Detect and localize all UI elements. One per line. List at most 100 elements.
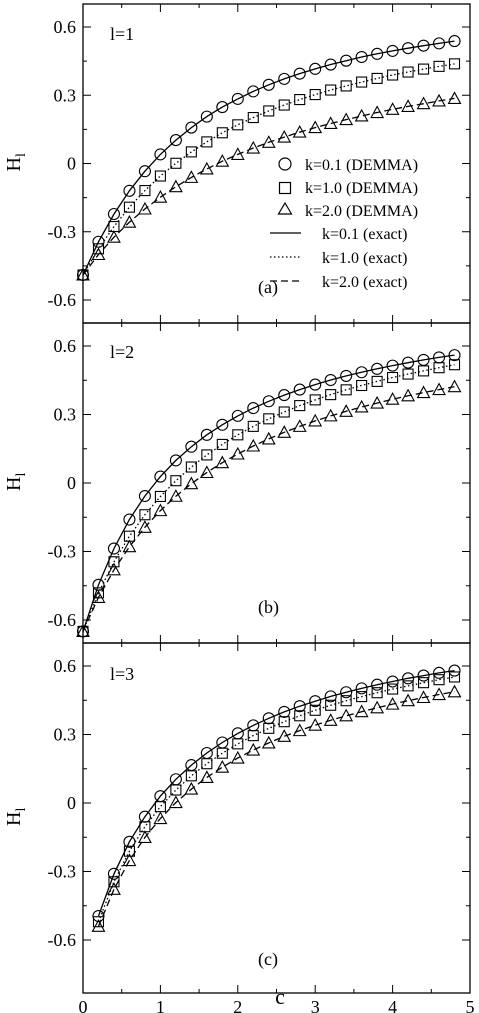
data-point-circle bbox=[293, 700, 306, 713]
data-point-triangle bbox=[447, 379, 462, 393]
data-point-circle bbox=[355, 366, 368, 379]
data-point-triangle bbox=[246, 438, 261, 452]
data-point-triangle bbox=[308, 413, 323, 427]
panel-tag: (b) bbox=[258, 597, 279, 618]
data-point-square bbox=[170, 475, 182, 487]
data-point-square bbox=[154, 490, 166, 503]
data-point-circle bbox=[247, 402, 260, 415]
data-point-circle bbox=[402, 356, 415, 369]
data-point-square bbox=[108, 876, 120, 888]
data-point-circle bbox=[309, 62, 322, 75]
data-point-triangle bbox=[354, 704, 369, 718]
data-point-circle bbox=[324, 373, 337, 387]
data-point-triangle bbox=[401, 388, 416, 402]
data-point-triangle bbox=[230, 147, 245, 160]
panel-b: 0.6 0.3 0 -0.3 -0.6 Hl l=2 (b) bbox=[3, 322, 471, 644]
data-point-square bbox=[433, 674, 445, 686]
data-point-circle bbox=[154, 148, 167, 161]
legend-marker-circle bbox=[278, 157, 292, 171]
data-point-square bbox=[263, 105, 275, 117]
panel-annotation: l=1 bbox=[110, 24, 134, 44]
data-point-circle bbox=[386, 44, 399, 57]
data-point-circle bbox=[278, 389, 291, 402]
data-point-circle bbox=[169, 454, 182, 467]
legend-label: k=2.0 (exact) bbox=[322, 274, 407, 291]
legend-entry-k20-demma: k=2.0 (DEMMA) bbox=[277, 201, 418, 220]
series-line-solid bbox=[97, 669, 455, 917]
data-point-square bbox=[356, 691, 368, 703]
data-point-triangle bbox=[215, 760, 230, 773]
legend-label: k=1.0 (exact) bbox=[322, 250, 407, 267]
data-point-square bbox=[387, 683, 399, 695]
x-tick-label: 0 bbox=[79, 997, 88, 1013]
x-tick-label: 2 bbox=[233, 997, 242, 1013]
data-point-circle bbox=[262, 395, 275, 408]
data-point-square bbox=[232, 119, 244, 131]
data-point-triangle bbox=[261, 135, 276, 148]
data-point-square bbox=[216, 438, 228, 450]
data-point-square bbox=[448, 671, 461, 683]
data-point-triangle bbox=[308, 120, 323, 134]
data-point-circle bbox=[138, 165, 151, 178]
data-point-circle bbox=[216, 418, 229, 431]
data-point-triangle bbox=[416, 96, 431, 110]
data-point-circle bbox=[123, 513, 136, 526]
legend-entry-k01-exact: k=0.1 (exact) bbox=[270, 226, 407, 243]
data-point-triangle bbox=[401, 693, 416, 707]
data-point-circle bbox=[200, 110, 213, 123]
data-point-triangle bbox=[76, 267, 90, 281]
data-point-triangle bbox=[277, 129, 292, 143]
y-tick-label: 0.3 bbox=[54, 85, 77, 105]
legend-marker-square bbox=[278, 181, 292, 195]
data-point-circle bbox=[340, 54, 353, 67]
data-point-square bbox=[232, 738, 244, 750]
data-point-square bbox=[433, 362, 445, 374]
data-point-triangle bbox=[122, 539, 137, 553]
x-axis-label: c bbox=[275, 984, 285, 1009]
data-point-triangle bbox=[137, 520, 152, 533]
data-point-square bbox=[356, 379, 368, 392]
data-point-triangle bbox=[370, 105, 385, 119]
data-point-triangle bbox=[215, 154, 230, 167]
data-point-square bbox=[371, 375, 383, 387]
data-point-square bbox=[216, 127, 228, 139]
data-point-triangle bbox=[91, 590, 106, 603]
data-point-triangle bbox=[107, 562, 121, 576]
data-point-triangle bbox=[323, 713, 338, 726]
data-point-square bbox=[185, 461, 197, 473]
data-point-triangle bbox=[153, 503, 168, 517]
data-point-square bbox=[185, 146, 197, 158]
data-point-triangle bbox=[199, 465, 214, 479]
legend-label: k=1.0 (DEMMA) bbox=[305, 180, 418, 197]
series-line-dotted bbox=[82, 63, 455, 276]
series-line-dotted bbox=[82, 364, 455, 632]
data-point-circle bbox=[371, 47, 384, 60]
data-point-circle bbox=[138, 489, 151, 503]
data-point-triangle bbox=[246, 742, 261, 756]
data-point-circle bbox=[324, 690, 337, 703]
data-point-circle bbox=[293, 383, 306, 396]
series-line-dotted bbox=[97, 676, 455, 922]
y-tick-label: -0.6 bbox=[48, 290, 77, 310]
y-axis-label-main: H bbox=[3, 157, 25, 171]
data-point-circle bbox=[386, 359, 399, 372]
data-point-triangle bbox=[122, 215, 137, 228]
data-point-triangle bbox=[168, 795, 183, 809]
data-point-square bbox=[325, 699, 337, 711]
data-point-triangle bbox=[107, 882, 121, 895]
data-point-circle bbox=[355, 682, 368, 695]
data-point-square bbox=[232, 429, 244, 441]
data-point-triangle bbox=[168, 179, 183, 193]
data-point-square bbox=[294, 710, 306, 722]
panel-tag: (c) bbox=[258, 949, 278, 970]
y-axis-label-subscript: l bbox=[14, 473, 29, 477]
data-point-circle bbox=[432, 37, 446, 50]
data-point-square bbox=[309, 89, 321, 101]
x-tick-label: 4 bbox=[388, 997, 397, 1013]
data-point-square bbox=[294, 400, 306, 412]
data-point-triangle bbox=[230, 446, 245, 460]
y-tick-label: 0 bbox=[67, 793, 76, 813]
data-point-triangle bbox=[184, 781, 199, 795]
data-point-triangle bbox=[261, 735, 276, 749]
